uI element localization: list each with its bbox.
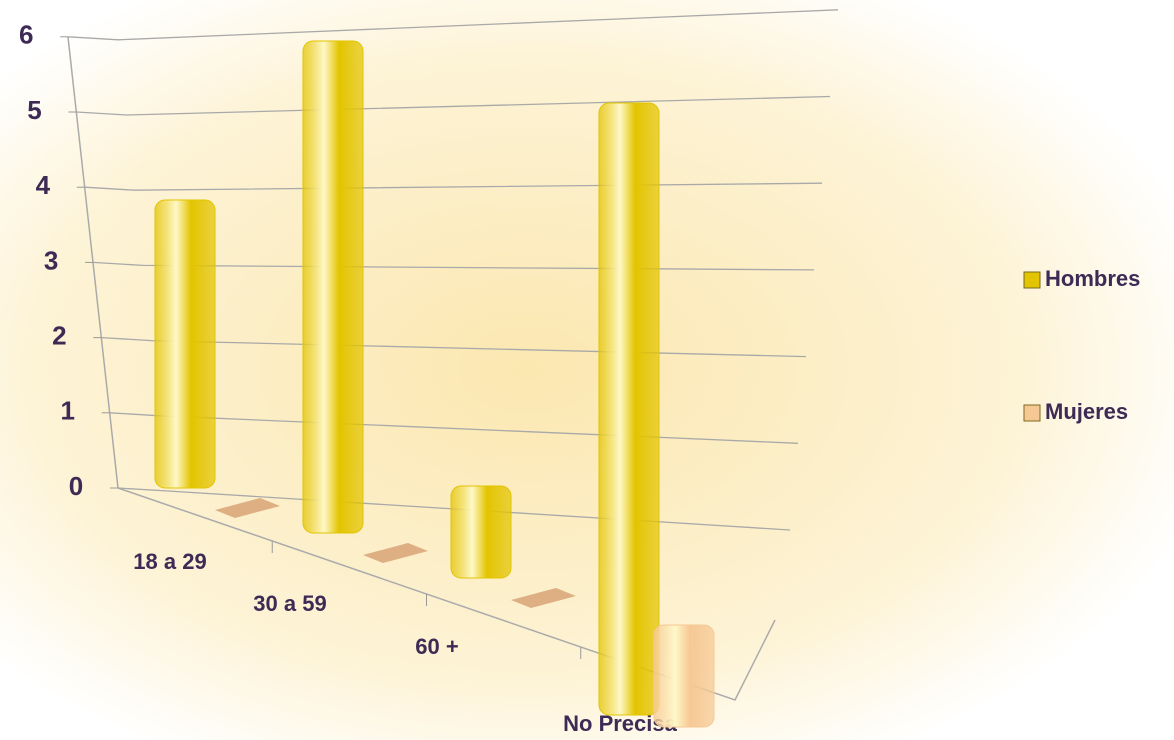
y-tick-label: 1 [60,396,74,426]
bar [598,102,660,716]
y-tick-label: 0 [69,471,83,501]
grid-line [117,487,791,531]
y-tick-label: 3 [44,245,58,275]
x-tick-label: 18 a 29 [133,549,206,574]
y-tick-label: 5 [27,95,41,125]
grid-line [84,182,823,191]
legend-marker [1023,404,1041,422]
legend-marker [1023,271,1041,289]
grid-line [101,336,807,358]
y-tick-label: 6 [19,20,33,50]
x-tick-label: 60 + [415,634,458,659]
plot [154,40,715,728]
bar [511,588,576,608]
bar [154,199,216,489]
bar [363,543,428,563]
legend-label: Mujeres [1045,399,1128,424]
y-tick-label: 2 [52,320,66,350]
bar [302,40,364,534]
grid-line [68,9,839,41]
axis-line [117,487,776,701]
grid-line [93,261,815,271]
bar [215,498,280,518]
x-tick-label: 30 a 59 [253,591,326,616]
bar [450,485,512,579]
y-tick-label: 4 [36,170,51,200]
grid-line [76,95,831,116]
bar [653,624,715,728]
legend-label: Hombres [1045,266,1140,291]
